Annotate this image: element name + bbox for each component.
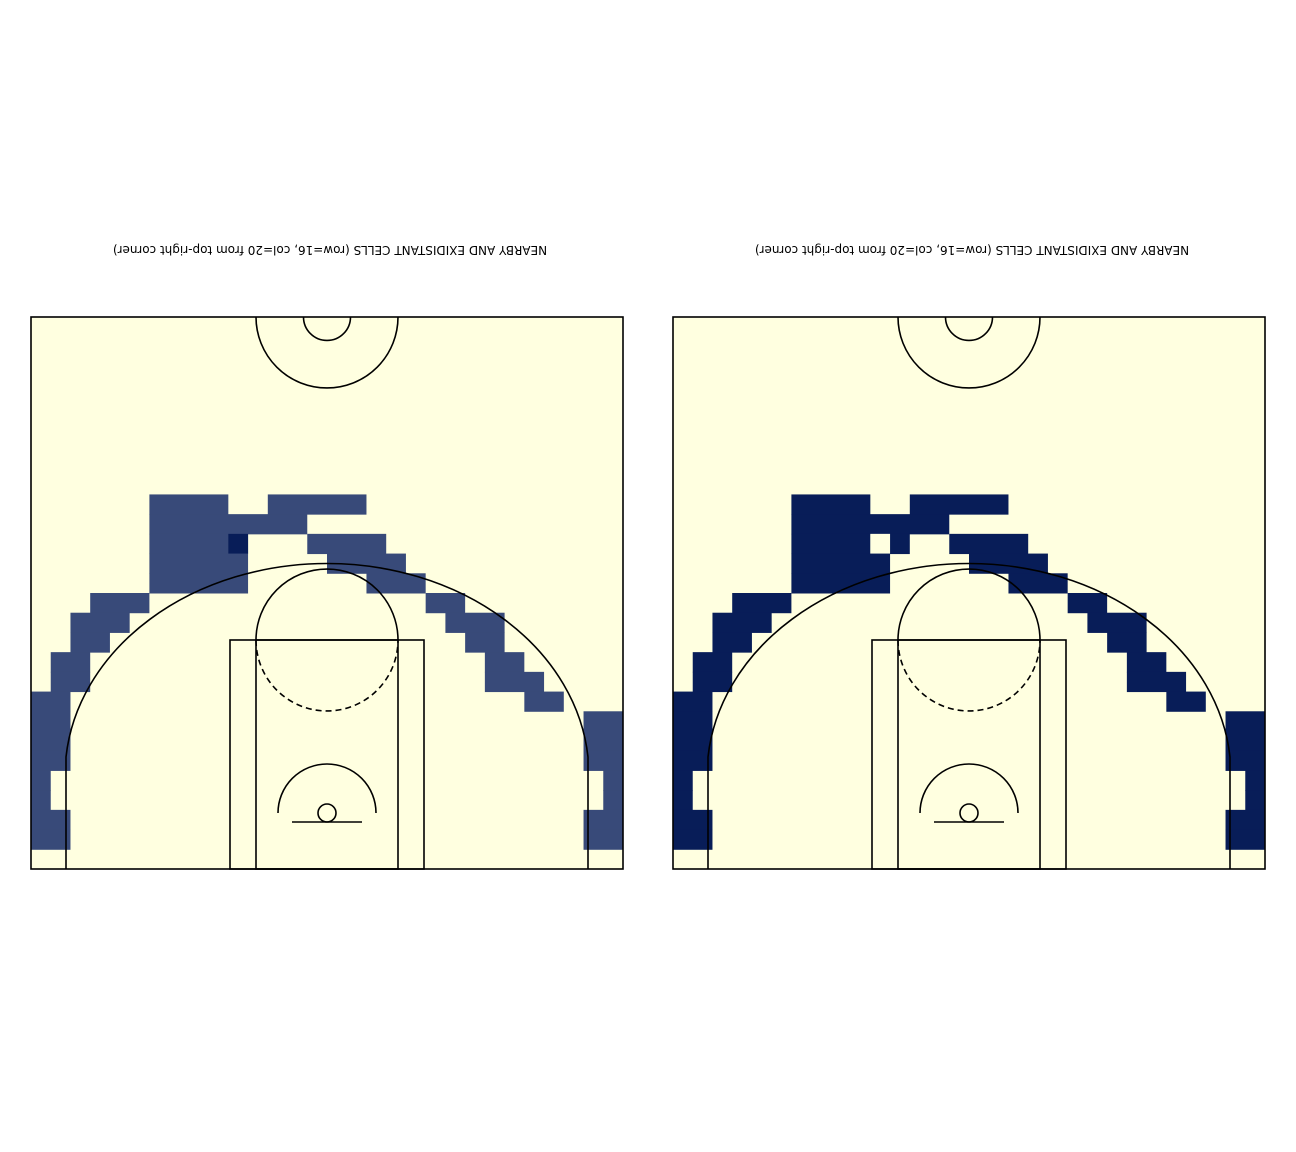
free-throw-circle-bottom-dashed bbox=[897, 639, 1041, 712]
three-point-line bbox=[65, 562, 589, 869]
restricted-area-arc bbox=[919, 763, 1019, 814]
heatmap-cell bbox=[692, 652, 733, 673]
heatmap-cell bbox=[949, 533, 1029, 555]
heatmap-cell bbox=[692, 671, 733, 693]
heatmap-cell bbox=[1087, 612, 1147, 633]
heatmap-cell bbox=[909, 494, 1009, 515]
heatmap-cell bbox=[1225, 711, 1265, 732]
heatmap-cell bbox=[149, 514, 308, 535]
heatmap-cell bbox=[1166, 691, 1206, 712]
heatmap-cell bbox=[673, 829, 713, 850]
heatmap-cell bbox=[673, 809, 713, 831]
free-throw-circle-top bbox=[255, 568, 399, 641]
heatmap-cell bbox=[673, 691, 713, 712]
center-circle-outer bbox=[255, 316, 399, 389]
rim bbox=[959, 803, 979, 823]
heatmap-cell bbox=[791, 514, 950, 535]
right-chart-panel: NEARBY AND EXIDISTANT CELLS (row=16, col… bbox=[652, 0, 1292, 1152]
heatmap-cell bbox=[31, 770, 51, 791]
heatmap-cell bbox=[583, 809, 623, 831]
heatmap-cell bbox=[791, 573, 891, 594]
target-cell bbox=[228, 533, 249, 554]
heatmap-cell bbox=[583, 829, 623, 850]
heatmap-cell bbox=[583, 750, 623, 771]
heatmap-cell bbox=[1225, 809, 1265, 831]
heatmap-cell bbox=[1225, 829, 1265, 850]
restricted-area-arc bbox=[277, 763, 377, 814]
heatmap-cell bbox=[791, 494, 871, 515]
heatmap-cell bbox=[791, 533, 871, 555]
heatmap-cell bbox=[31, 691, 71, 712]
heatmap-cell bbox=[583, 731, 623, 752]
center-circle-inner bbox=[944, 316, 994, 342]
heatmap-cell bbox=[673, 711, 713, 732]
heatmap-cell bbox=[90, 593, 150, 614]
rim bbox=[317, 803, 337, 823]
heatmap-cell bbox=[673, 731, 713, 752]
left-court-heatmap bbox=[30, 316, 624, 870]
heatmap-cell bbox=[791, 553, 891, 574]
heatmap-cell bbox=[712, 612, 772, 633]
heatmap-cell bbox=[673, 790, 693, 811]
right-court-heatmap bbox=[672, 316, 1266, 870]
heatmap-cell bbox=[673, 770, 693, 791]
heatmap-cell bbox=[50, 652, 91, 673]
heatmap-cell bbox=[425, 593, 466, 614]
heatmap-cell bbox=[1225, 750, 1265, 771]
heatmap-cell bbox=[583, 711, 623, 732]
heatmap-cell bbox=[31, 790, 51, 811]
heatmap-cell bbox=[1225, 731, 1265, 752]
heatmap-cell bbox=[50, 671, 91, 693]
heatmap-cell bbox=[1126, 652, 1167, 673]
free-throw-circle-top bbox=[897, 568, 1041, 641]
heatmap-cell bbox=[149, 533, 249, 555]
heatmap-cell bbox=[149, 553, 249, 574]
left-chart-panel: NEARBY AND EXIDISTANT CELLS (row=16, col… bbox=[10, 0, 650, 1152]
heatmap-cell bbox=[484, 652, 525, 673]
heatmap-cell bbox=[31, 750, 71, 771]
heatmap-cell bbox=[70, 632, 110, 653]
heatmap-cell bbox=[31, 809, 71, 831]
inner-key bbox=[255, 639, 399, 870]
heatmap-cell bbox=[1126, 671, 1187, 693]
heatmap-cell bbox=[465, 632, 505, 653]
heatmap-cell bbox=[603, 770, 623, 791]
heatmap-cell bbox=[1067, 593, 1108, 614]
heatmap-cell bbox=[603, 790, 623, 811]
empty-cell bbox=[870, 533, 891, 554]
three-point-line bbox=[707, 562, 1231, 869]
heatmap-cell bbox=[524, 691, 564, 712]
heatmap-cell bbox=[70, 612, 130, 633]
heatmap-cell bbox=[267, 494, 367, 515]
heatmap-cell bbox=[732, 593, 792, 614]
center-circle-outer bbox=[897, 316, 1041, 389]
heatmap-cell bbox=[366, 573, 426, 594]
heatmap-cell bbox=[1107, 632, 1147, 653]
heatmap-cell bbox=[31, 731, 71, 752]
inner-key bbox=[897, 639, 1041, 870]
heatmap-cell bbox=[31, 829, 71, 850]
heatmap-cell bbox=[1008, 573, 1068, 594]
center-circle-inner bbox=[302, 316, 352, 342]
heatmap-cell bbox=[1245, 770, 1265, 791]
heatmap-cell bbox=[712, 632, 752, 653]
heatmap-cell bbox=[445, 612, 505, 633]
heatmap-cell bbox=[1245, 790, 1265, 811]
heatmap-cell bbox=[484, 671, 545, 693]
free-throw-circle-bottom-dashed bbox=[255, 639, 399, 712]
heatmap-cell bbox=[673, 750, 713, 771]
heatmap-cell bbox=[31, 711, 71, 732]
heatmap-cell bbox=[149, 494, 229, 515]
heatmap-cell bbox=[307, 533, 387, 555]
heatmap-cell bbox=[149, 573, 249, 594]
